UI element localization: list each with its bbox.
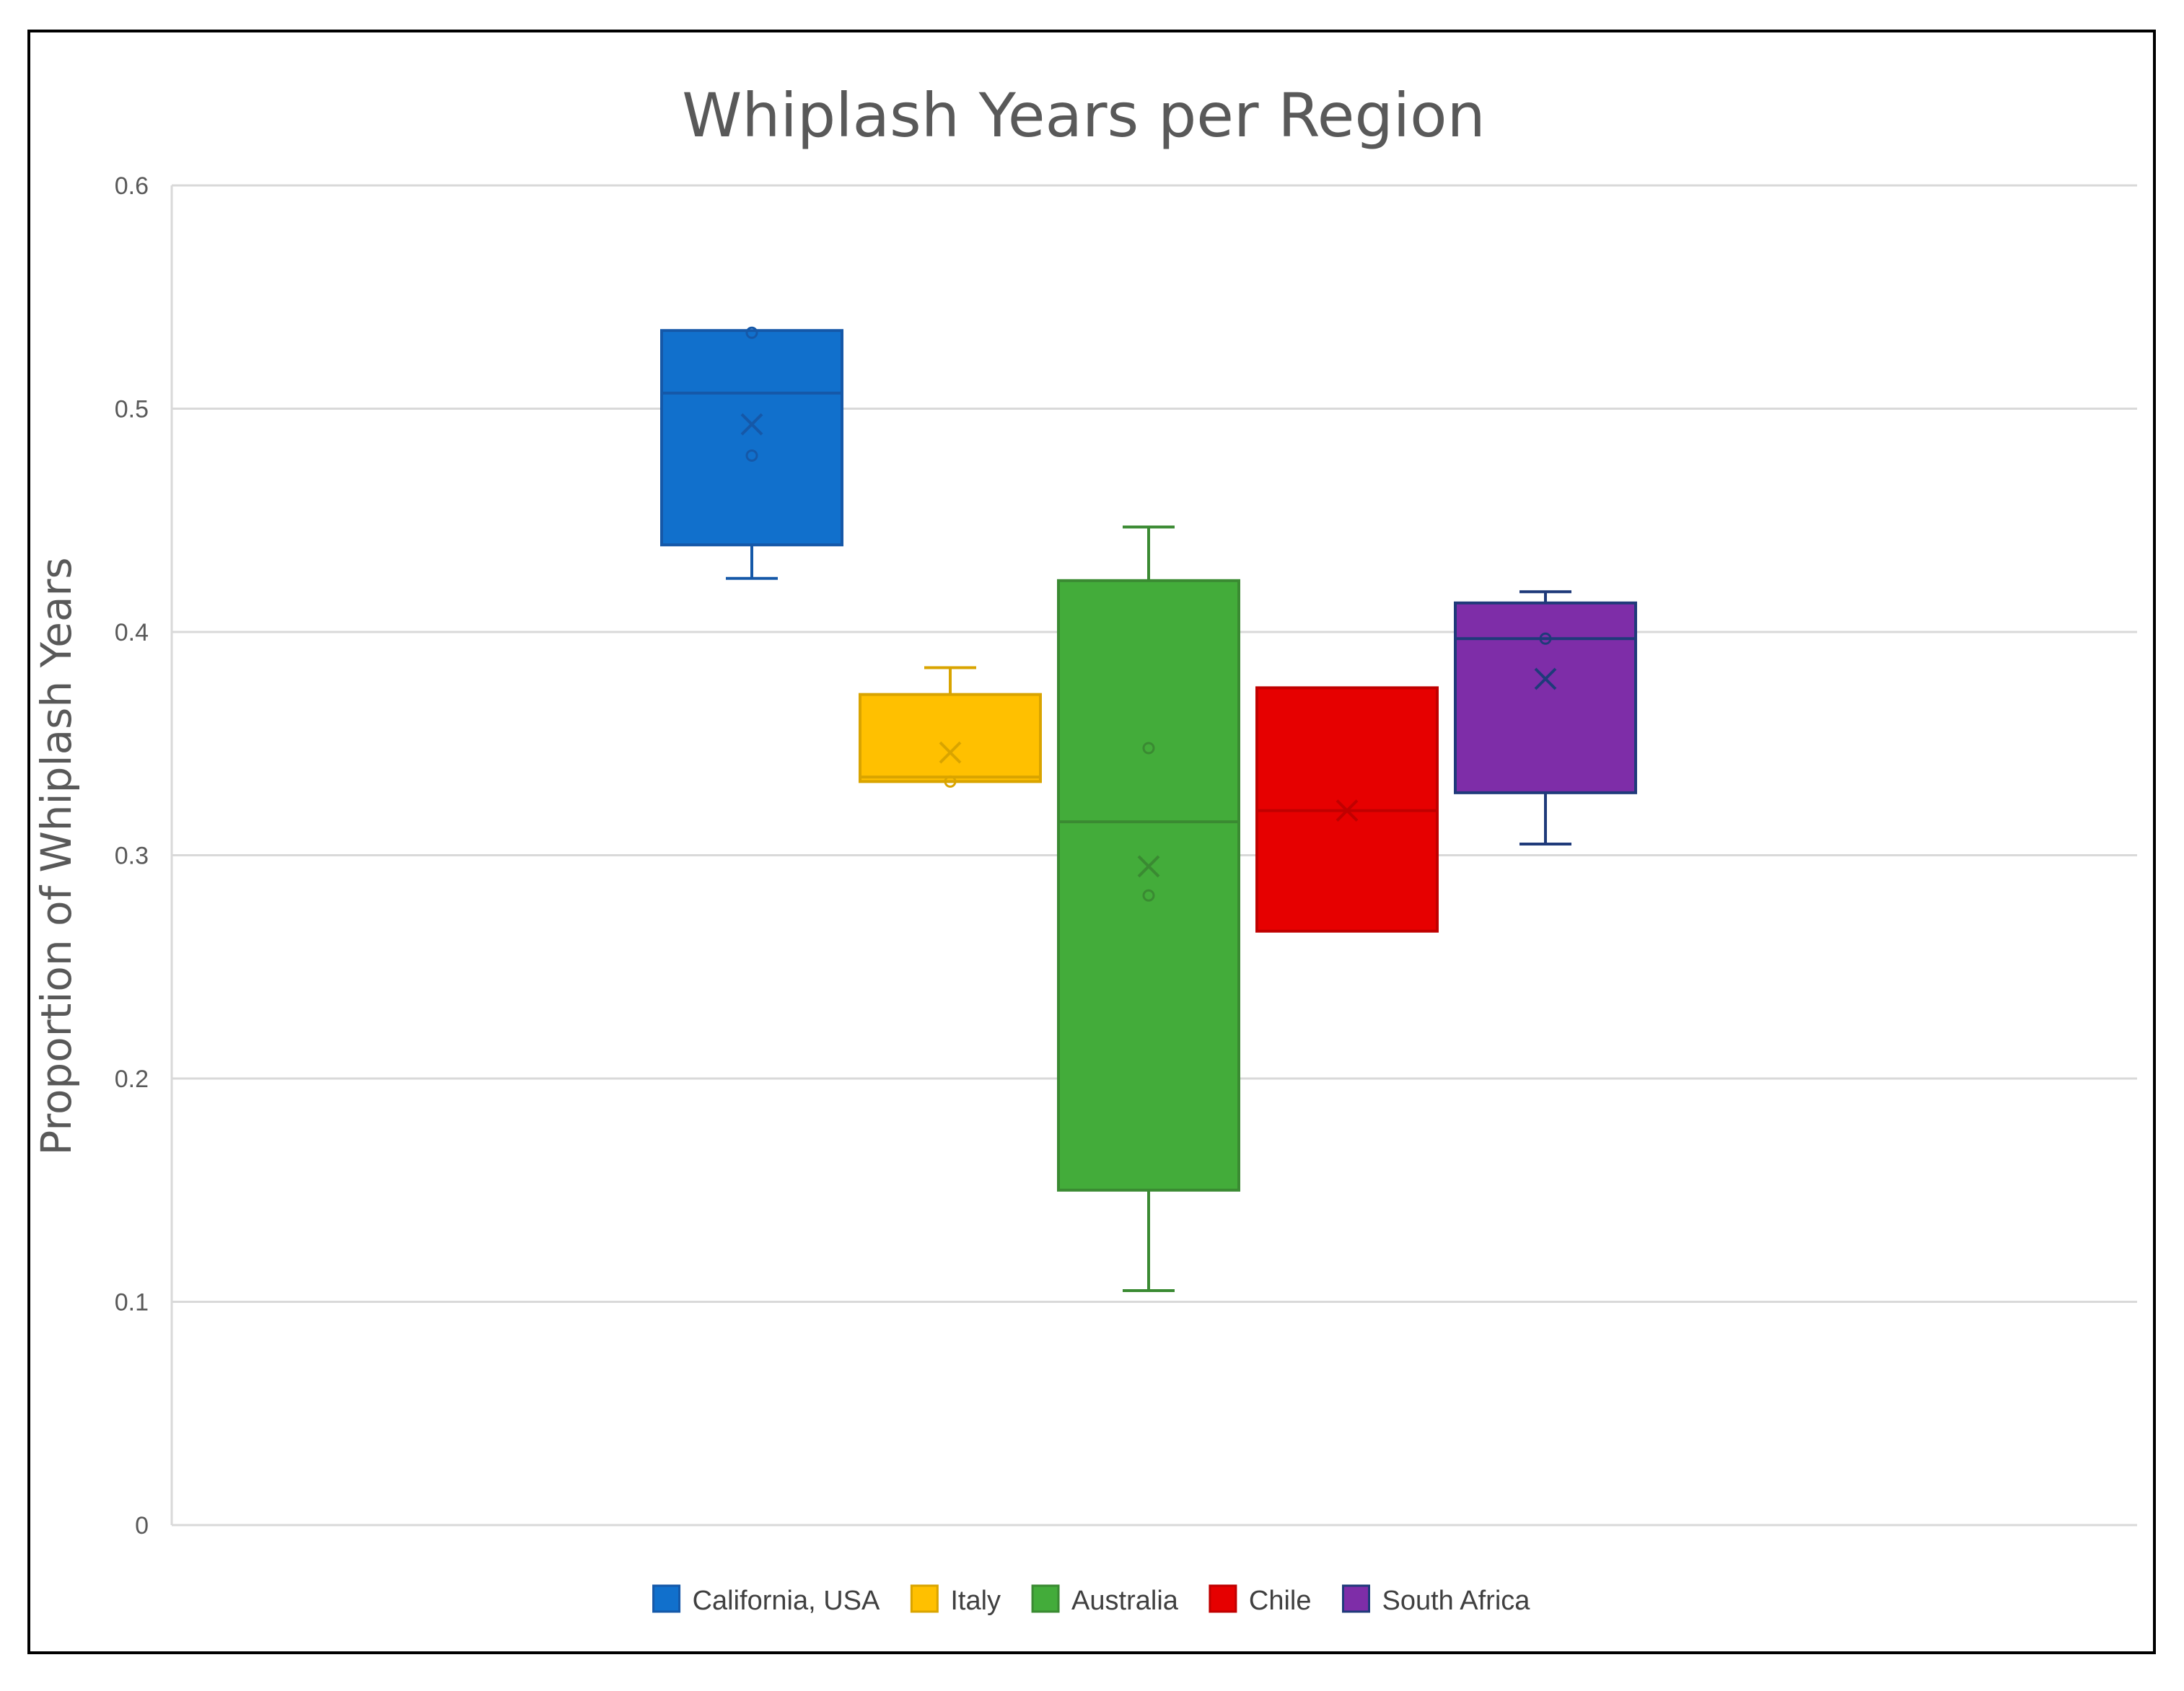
- data-point: [944, 775, 957, 788]
- mean-marker: [1336, 799, 1359, 822]
- legend-swatch: [910, 1584, 939, 1613]
- data-point: [745, 449, 758, 462]
- y-tick-label: 0.4: [115, 619, 149, 646]
- mean-marker: [1137, 855, 1160, 878]
- y-tick-label: 0.2: [115, 1066, 149, 1093]
- chart-svg: Whiplash Years per Region Proportion of …: [32, 80, 2137, 1616]
- legend-label: South Africa: [1382, 1586, 1531, 1616]
- y-tick-label: 0: [135, 1512, 149, 1540]
- data-point: [745, 326, 758, 339]
- legend-swatch: [1342, 1584, 1371, 1613]
- chart-title: Whiplash Years per Region: [682, 80, 1486, 151]
- data-point: [1142, 889, 1155, 902]
- chart-frame: Whiplash Years per Region Proportion of …: [27, 30, 2156, 1654]
- legend-item: Italy: [910, 1584, 1001, 1616]
- legend-swatch: [652, 1584, 681, 1613]
- legend: California, USA Italy Australia Chile South …: [652, 1584, 1531, 1616]
- box-south-africa: [1454, 590, 1637, 846]
- y-tick-label: 0.1: [115, 1289, 149, 1317]
- box-iqr: [859, 693, 1042, 783]
- box-iqr: [1454, 601, 1637, 794]
- box-chile: [1255, 686, 1439, 933]
- box-iqr: [660, 329, 843, 547]
- legend-label: Chile: [1249, 1586, 1312, 1616]
- legend-label: Australia: [1071, 1586, 1179, 1616]
- legend-label: Italy: [950, 1586, 1001, 1616]
- legend-item: Chile: [1209, 1584, 1312, 1616]
- y-tick-labels: 0 0.1 0.2 0.3 0.4 0.5 0.6: [115, 172, 149, 1540]
- legend-swatch: [1209, 1584, 1237, 1613]
- box-australia: [1057, 525, 1240, 1293]
- y-tick-label: 0.3: [115, 843, 149, 870]
- y-tick-label: 0.5: [115, 396, 149, 423]
- data-point: [1539, 632, 1552, 645]
- y-tick-label: 0.6: [115, 172, 149, 200]
- y-axis-title: Proportion of Whiplash Years: [32, 557, 81, 1155]
- legend-label: California, USA: [693, 1586, 880, 1616]
- mean-marker: [740, 413, 763, 436]
- legend-swatch: [1031, 1584, 1060, 1613]
- data-point: [1142, 742, 1155, 755]
- box-iqr: [1057, 579, 1240, 1192]
- box-italy: [859, 666, 1042, 788]
- mean-marker: [1534, 667, 1557, 690]
- legend-item: California, USA: [652, 1584, 880, 1616]
- mean-marker: [939, 741, 962, 764]
- box-plots: [660, 326, 1637, 1293]
- legend-item: Australia: [1031, 1584, 1179, 1616]
- box-california-usa: [660, 326, 843, 580]
- legend-item: South Africa: [1342, 1584, 1531, 1616]
